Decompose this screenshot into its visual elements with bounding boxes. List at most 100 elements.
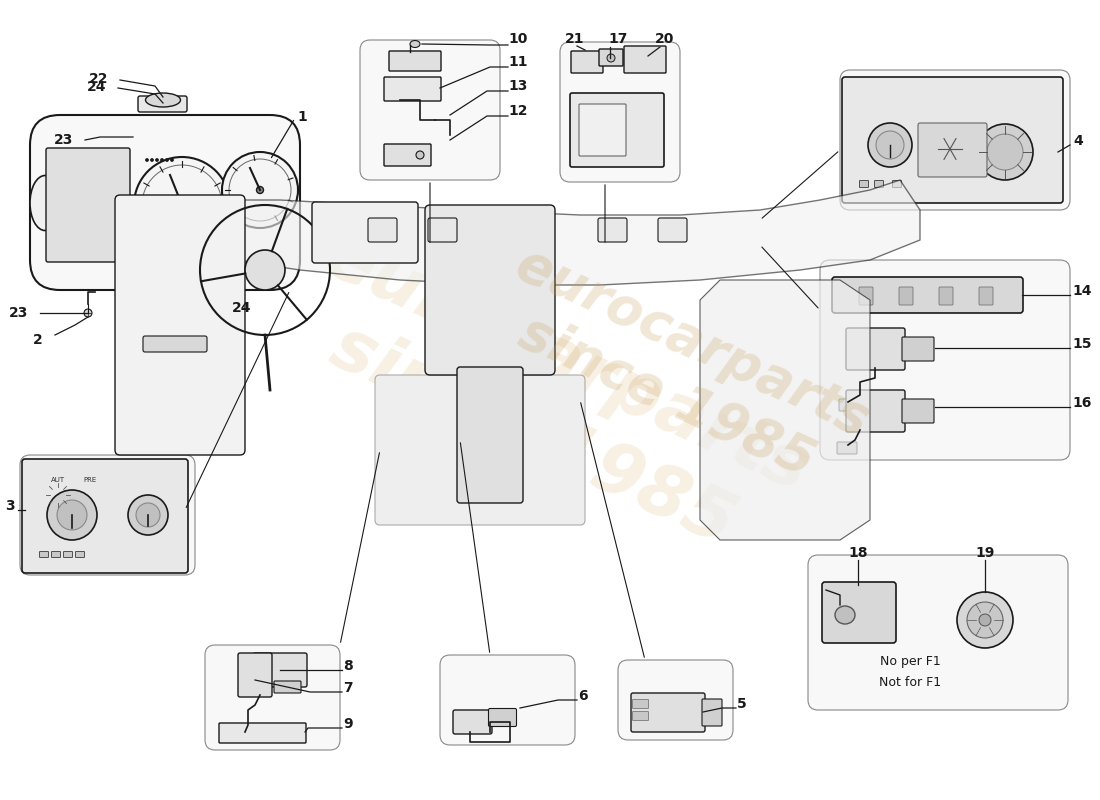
FancyBboxPatch shape bbox=[598, 218, 627, 242]
FancyBboxPatch shape bbox=[918, 123, 987, 177]
FancyBboxPatch shape bbox=[205, 645, 340, 750]
Polygon shape bbox=[120, 180, 920, 285]
Text: 14: 14 bbox=[1072, 284, 1091, 298]
FancyBboxPatch shape bbox=[368, 218, 397, 242]
FancyBboxPatch shape bbox=[842, 77, 1063, 203]
FancyBboxPatch shape bbox=[859, 287, 873, 305]
FancyBboxPatch shape bbox=[839, 399, 861, 411]
Text: 9: 9 bbox=[343, 717, 353, 731]
FancyBboxPatch shape bbox=[384, 144, 431, 166]
Circle shape bbox=[84, 309, 92, 317]
FancyBboxPatch shape bbox=[453, 710, 492, 734]
Text: No per F1
Not for F1: No per F1 Not for F1 bbox=[879, 655, 942, 689]
Text: 22: 22 bbox=[88, 72, 108, 86]
Text: 11: 11 bbox=[508, 55, 528, 69]
Text: 24: 24 bbox=[232, 301, 252, 315]
FancyBboxPatch shape bbox=[822, 582, 896, 643]
Circle shape bbox=[222, 152, 298, 228]
FancyBboxPatch shape bbox=[389, 51, 441, 71]
FancyBboxPatch shape bbox=[874, 181, 883, 187]
Text: 15: 15 bbox=[1072, 337, 1091, 351]
Circle shape bbox=[142, 165, 222, 245]
Text: 23: 23 bbox=[9, 306, 28, 320]
FancyBboxPatch shape bbox=[632, 699, 649, 709]
Text: 5: 5 bbox=[737, 697, 747, 711]
FancyBboxPatch shape bbox=[820, 260, 1070, 460]
FancyBboxPatch shape bbox=[832, 277, 1023, 313]
FancyBboxPatch shape bbox=[570, 93, 664, 167]
Text: eurocarparts
since 1985: eurocarparts since 1985 bbox=[482, 238, 878, 502]
FancyBboxPatch shape bbox=[892, 181, 902, 187]
Circle shape bbox=[987, 134, 1023, 170]
Text: 8: 8 bbox=[343, 659, 353, 673]
FancyBboxPatch shape bbox=[571, 51, 603, 73]
Circle shape bbox=[161, 158, 164, 162]
Circle shape bbox=[57, 500, 87, 530]
Circle shape bbox=[868, 123, 912, 167]
FancyBboxPatch shape bbox=[702, 699, 722, 726]
Circle shape bbox=[178, 201, 186, 209]
Text: AUT: AUT bbox=[51, 477, 65, 483]
Text: eurocarparts
since 1985: eurocarparts since 1985 bbox=[280, 222, 820, 578]
Circle shape bbox=[245, 250, 285, 290]
Ellipse shape bbox=[416, 151, 424, 159]
FancyBboxPatch shape bbox=[360, 40, 500, 180]
FancyBboxPatch shape bbox=[837, 442, 857, 454]
Ellipse shape bbox=[145, 93, 180, 107]
Text: 18: 18 bbox=[848, 546, 868, 560]
Circle shape bbox=[164, 309, 172, 317]
Circle shape bbox=[151, 158, 154, 162]
FancyBboxPatch shape bbox=[902, 399, 934, 423]
FancyBboxPatch shape bbox=[138, 96, 187, 112]
Text: 23: 23 bbox=[54, 133, 73, 147]
Circle shape bbox=[128, 495, 168, 535]
Circle shape bbox=[979, 614, 991, 626]
Circle shape bbox=[876, 131, 904, 159]
Text: 16: 16 bbox=[1072, 396, 1091, 410]
FancyBboxPatch shape bbox=[428, 218, 456, 242]
FancyBboxPatch shape bbox=[425, 205, 556, 375]
FancyBboxPatch shape bbox=[238, 653, 272, 697]
FancyBboxPatch shape bbox=[253, 653, 307, 687]
Ellipse shape bbox=[30, 175, 60, 230]
FancyBboxPatch shape bbox=[859, 181, 869, 187]
Text: 17: 17 bbox=[608, 32, 628, 46]
Text: 19: 19 bbox=[976, 546, 994, 560]
Circle shape bbox=[165, 158, 168, 162]
Text: 10: 10 bbox=[508, 32, 527, 46]
FancyBboxPatch shape bbox=[658, 218, 688, 242]
Text: PRE: PRE bbox=[84, 477, 97, 483]
FancyBboxPatch shape bbox=[902, 337, 934, 361]
FancyBboxPatch shape bbox=[846, 390, 905, 432]
FancyBboxPatch shape bbox=[40, 551, 48, 558]
FancyBboxPatch shape bbox=[22, 459, 188, 573]
Text: 20: 20 bbox=[656, 32, 674, 46]
Circle shape bbox=[145, 158, 149, 162]
Circle shape bbox=[134, 157, 230, 253]
FancyBboxPatch shape bbox=[143, 336, 207, 352]
FancyBboxPatch shape bbox=[274, 681, 301, 693]
FancyBboxPatch shape bbox=[631, 693, 705, 732]
Ellipse shape bbox=[410, 41, 420, 47]
Text: 12: 12 bbox=[508, 104, 528, 118]
FancyBboxPatch shape bbox=[939, 287, 953, 305]
FancyBboxPatch shape bbox=[76, 551, 85, 558]
Polygon shape bbox=[700, 280, 870, 540]
FancyBboxPatch shape bbox=[440, 655, 575, 745]
Circle shape bbox=[229, 159, 292, 221]
FancyBboxPatch shape bbox=[219, 723, 306, 743]
FancyBboxPatch shape bbox=[52, 551, 60, 558]
Circle shape bbox=[170, 158, 174, 162]
FancyBboxPatch shape bbox=[846, 328, 905, 370]
FancyBboxPatch shape bbox=[560, 42, 680, 182]
FancyBboxPatch shape bbox=[312, 202, 418, 263]
FancyBboxPatch shape bbox=[488, 709, 517, 726]
FancyBboxPatch shape bbox=[899, 287, 913, 305]
FancyBboxPatch shape bbox=[46, 148, 130, 262]
Circle shape bbox=[957, 592, 1013, 648]
FancyBboxPatch shape bbox=[30, 115, 300, 290]
FancyBboxPatch shape bbox=[20, 455, 195, 575]
FancyBboxPatch shape bbox=[624, 46, 666, 73]
Text: 6: 6 bbox=[578, 689, 587, 703]
FancyBboxPatch shape bbox=[456, 367, 522, 503]
